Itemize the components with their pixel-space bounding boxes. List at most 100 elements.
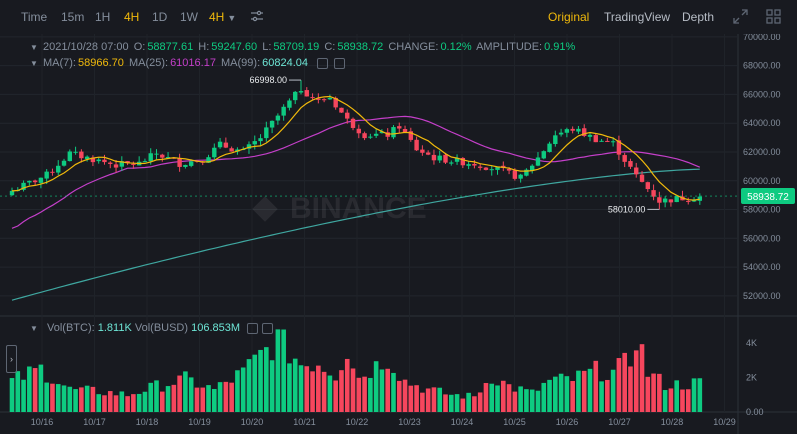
volume-bar: [84, 385, 90, 412]
volume-bar: [171, 384, 177, 412]
volume-tick-label: 2K: [746, 373, 757, 383]
candle-body: [304, 90, 309, 97]
volume-bar: [524, 389, 529, 412]
volume-bar: [252, 354, 258, 412]
candle-body: [489, 169, 494, 171]
volume-bar: [553, 376, 558, 412]
volume-bar: [691, 378, 697, 412]
candle-body: [472, 163, 477, 166]
volume-bar: [541, 382, 547, 412]
view-tradingview[interactable]: TradingView: [604, 10, 671, 24]
volume-bar: [55, 384, 61, 412]
volume-bar: [79, 387, 84, 412]
candle-body: [154, 153, 159, 155]
volume-bar: [96, 394, 101, 412]
candle-body: [108, 162, 113, 164]
volume-bar: [38, 364, 44, 412]
time-tick-label: 10/23: [398, 417, 421, 427]
volume-bar: [321, 371, 327, 412]
low-annotation-label: 58010.00: [608, 204, 646, 214]
interval-15m[interactable]: 15m: [61, 10, 85, 24]
high-value: 59247.60: [211, 41, 258, 53]
candle-body: [21, 182, 26, 190]
view-depth[interactable]: Depth: [682, 10, 715, 24]
volume-bar: [32, 368, 38, 412]
ma-settings-icon[interactable]: [317, 57, 329, 69]
candle-body: [350, 118, 356, 128]
ma-caret-icon[interactable]: ▼: [30, 59, 38, 68]
candle-body: [96, 159, 101, 162]
candle-body: [38, 177, 44, 183]
candle-body: [686, 200, 691, 202]
side-panel-toggle-icon[interactable]: ›: [6, 345, 17, 373]
volume-bar: [425, 388, 431, 412]
candle-body: [628, 161, 633, 167]
settings-sliders-icon[interactable]: [250, 9, 264, 26]
interval-4h[interactable]: 4H: [124, 10, 140, 24]
volume-bar: [437, 387, 443, 412]
ma-close-icon[interactable]: [334, 57, 346, 69]
volume-bar: [229, 382, 234, 412]
ma25-label: MA(25):: [128, 57, 169, 69]
volume-bar: [443, 394, 448, 412]
candle-body: [113, 164, 119, 168]
ma99-value: 60824.04: [262, 57, 309, 69]
volume-bar: [610, 369, 616, 412]
volume-bar: [15, 371, 21, 412]
volume-bar: [685, 389, 691, 412]
view-original[interactable]: Original: [548, 10, 590, 24]
volume-bar: [483, 383, 489, 412]
expand-icon[interactable]: [733, 9, 748, 27]
vol-busd-value: 106.853M: [191, 322, 241, 334]
high-annotation-label: 66998.00: [249, 75, 287, 85]
time-tick-label: 10/28: [661, 417, 684, 427]
volume-bar: [657, 373, 662, 412]
watermark-text: BINANCE: [290, 192, 427, 225]
vol-settings-icon[interactable]: [247, 322, 259, 334]
volume-bar: [44, 382, 49, 412]
chevron-down-icon: ▼: [227, 13, 237, 23]
volume-bar: [622, 352, 627, 412]
volume-caret-icon[interactable]: ▼: [30, 324, 38, 333]
candle-body: [616, 140, 622, 155]
candle-body: [657, 197, 662, 203]
volume-bars: [9, 329, 703, 412]
candle-body: [356, 128, 361, 134]
candle-body: [449, 162, 454, 164]
volume-bar: [593, 360, 599, 412]
volume-bar: [27, 366, 32, 412]
volume-bar: [217, 382, 223, 412]
interval-1h[interactable]: 1H: [95, 10, 111, 24]
volume-bar: [223, 381, 229, 412]
low-value: 58709.19: [273, 41, 320, 53]
volume-bar: [90, 386, 96, 412]
candle-body: [281, 106, 286, 116]
ma25-line: [11, 115, 701, 229]
volume-bar: [616, 358, 622, 412]
volume-bar: [460, 398, 466, 412]
candle-body: [223, 142, 229, 148]
candle-body: [316, 98, 321, 100]
candle-body: [425, 152, 431, 155]
collapse-caret-icon[interactable]: ▼: [30, 43, 38, 52]
price-chart[interactable]: BINANCE 70000.00 68000.00 66000.00 64000.00…: [0, 34, 797, 434]
candle-body: [460, 157, 466, 166]
volume-bar: [61, 385, 67, 412]
candle-body: [246, 144, 252, 149]
vol-close-icon[interactable]: [262, 322, 274, 334]
volume-bar: [148, 382, 154, 412]
time-tick-label: 10/25: [503, 417, 526, 427]
volume-bar: [402, 379, 408, 412]
chart-toolbar: Time 15m 1H 4H 1D 1W 4H ▼ Original Tradin…: [0, 0, 797, 34]
interval-1d[interactable]: 1D: [152, 10, 168, 24]
volume-bar: [599, 381, 604, 412]
price-tick-label: 64000.00: [743, 118, 781, 128]
interval-dropdown[interactable]: 4H ▼: [209, 10, 236, 24]
interval-1w[interactable]: 1W: [180, 10, 198, 24]
interval-time[interactable]: Time: [21, 10, 48, 24]
volume-bar: [165, 386, 171, 412]
volume-bar: [448, 394, 454, 412]
grid-icon[interactable]: [766, 9, 781, 27]
volume-bar: [576, 370, 581, 412]
candle-body: [90, 157, 96, 163]
